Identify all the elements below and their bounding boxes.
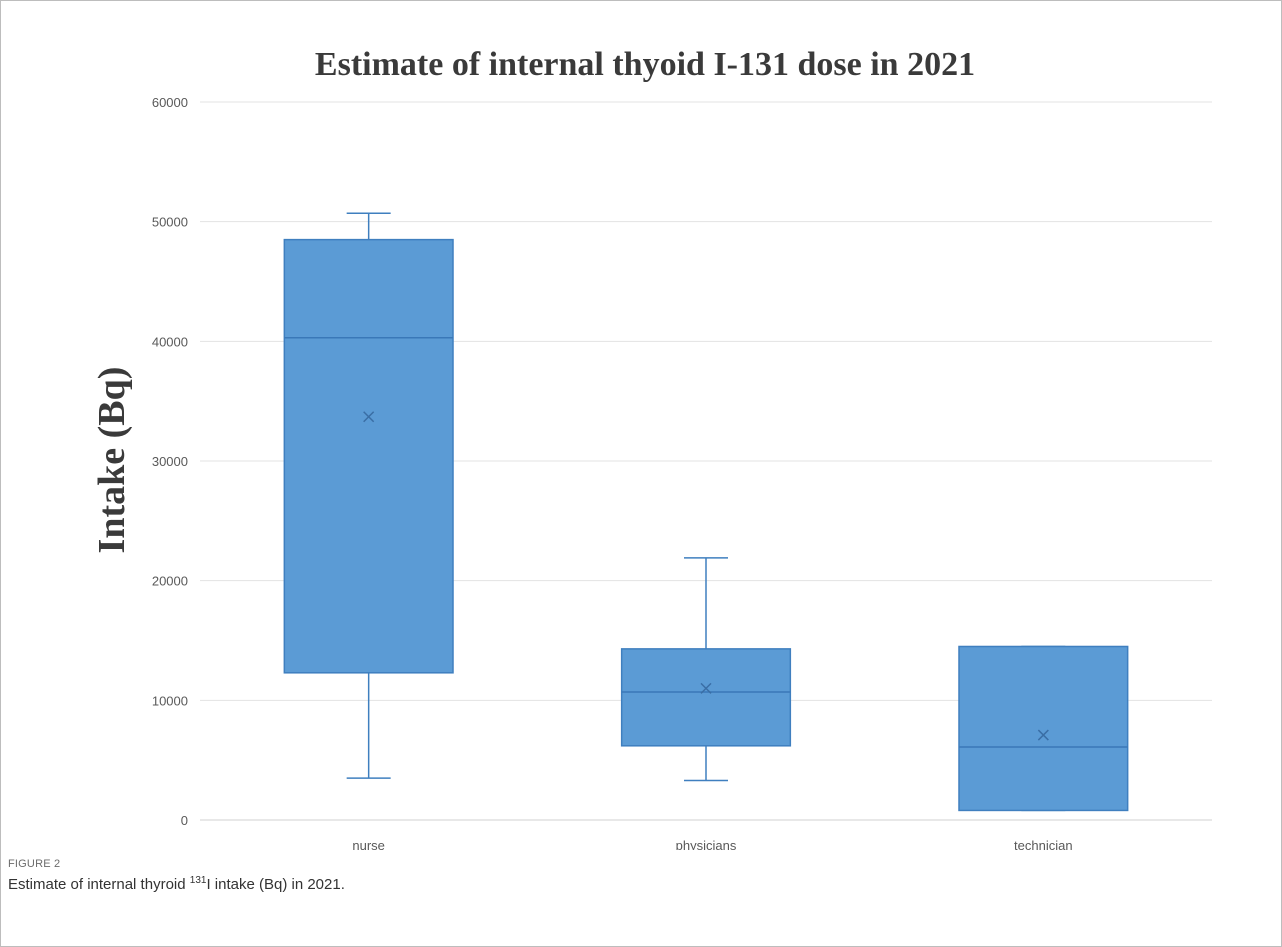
y-tick-label: 30000	[152, 454, 188, 469]
y-axis-label: Intake (Bq)	[91, 367, 133, 554]
y-tick-label: 40000	[152, 334, 188, 349]
figure-label: FIGURE 2	[8, 858, 61, 870]
mean-marker-stroke	[700, 682, 712, 694]
x-tick-label: technician	[1014, 838, 1073, 850]
box-technician	[958, 645, 1129, 812]
x-tick-label: physicians	[676, 838, 737, 850]
x-axis-ticks: nurse physicians technician	[352, 838, 1072, 850]
caption-text-end: I intake (Bq) in 2021.	[206, 876, 345, 893]
caption-text-start: Estimate of internal thyroid	[8, 876, 190, 893]
y-axis-ticks: 0 10000 20000 30000 40000 50000 60000	[152, 95, 188, 828]
x-tick-label: nurse	[352, 838, 385, 850]
chart-title: Estimate of internal thyoid I-131 dose i…	[315, 46, 975, 83]
mean-marker	[700, 682, 712, 694]
figure-caption: Estimate of internal thyroid 131I intake…	[8, 875, 345, 893]
boxes	[283, 212, 1129, 812]
y-tick-label: 60000	[152, 95, 188, 110]
mean-marker	[1037, 729, 1049, 741]
mean-marker-stroke	[1037, 729, 1049, 741]
box-plot-chart: Estimate of internal thyoid I-131 dose i…	[91, 46, 1212, 850]
caption-superscript: 131	[189, 875, 207, 886]
y-tick-label: 10000	[152, 693, 188, 708]
box-physicians	[620, 648, 792, 747]
y-tick-label: 0	[181, 813, 188, 828]
y-tick-label: 20000	[152, 574, 188, 589]
mean-marker-stroke	[363, 411, 375, 423]
box-nurse	[283, 238, 454, 674]
y-tick-label: 50000	[152, 215, 188, 230]
mean-marker	[363, 411, 375, 423]
